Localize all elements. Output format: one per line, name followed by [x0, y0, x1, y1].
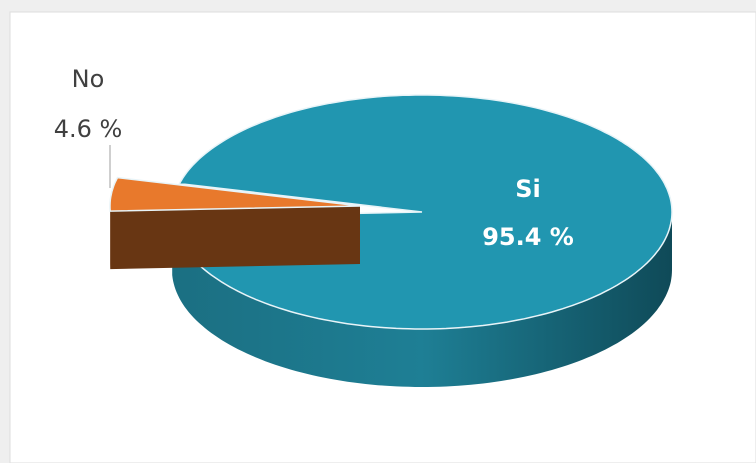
- slice: [171, 94, 673, 330]
- slice-value-label: 95.4 %: [482, 223, 574, 251]
- slice-side: [172, 212, 672, 387]
- slice-category-label: No: [72, 65, 105, 93]
- slice-value-label: 4.6 %: [54, 115, 123, 143]
- slice-cut-face: [110, 206, 361, 270]
- pie: [109, 94, 673, 387]
- labels: Si 95.4 % No 4.6 %: [54, 65, 574, 251]
- slice: [109, 176, 361, 212]
- slice-category-label: Si: [515, 175, 541, 203]
